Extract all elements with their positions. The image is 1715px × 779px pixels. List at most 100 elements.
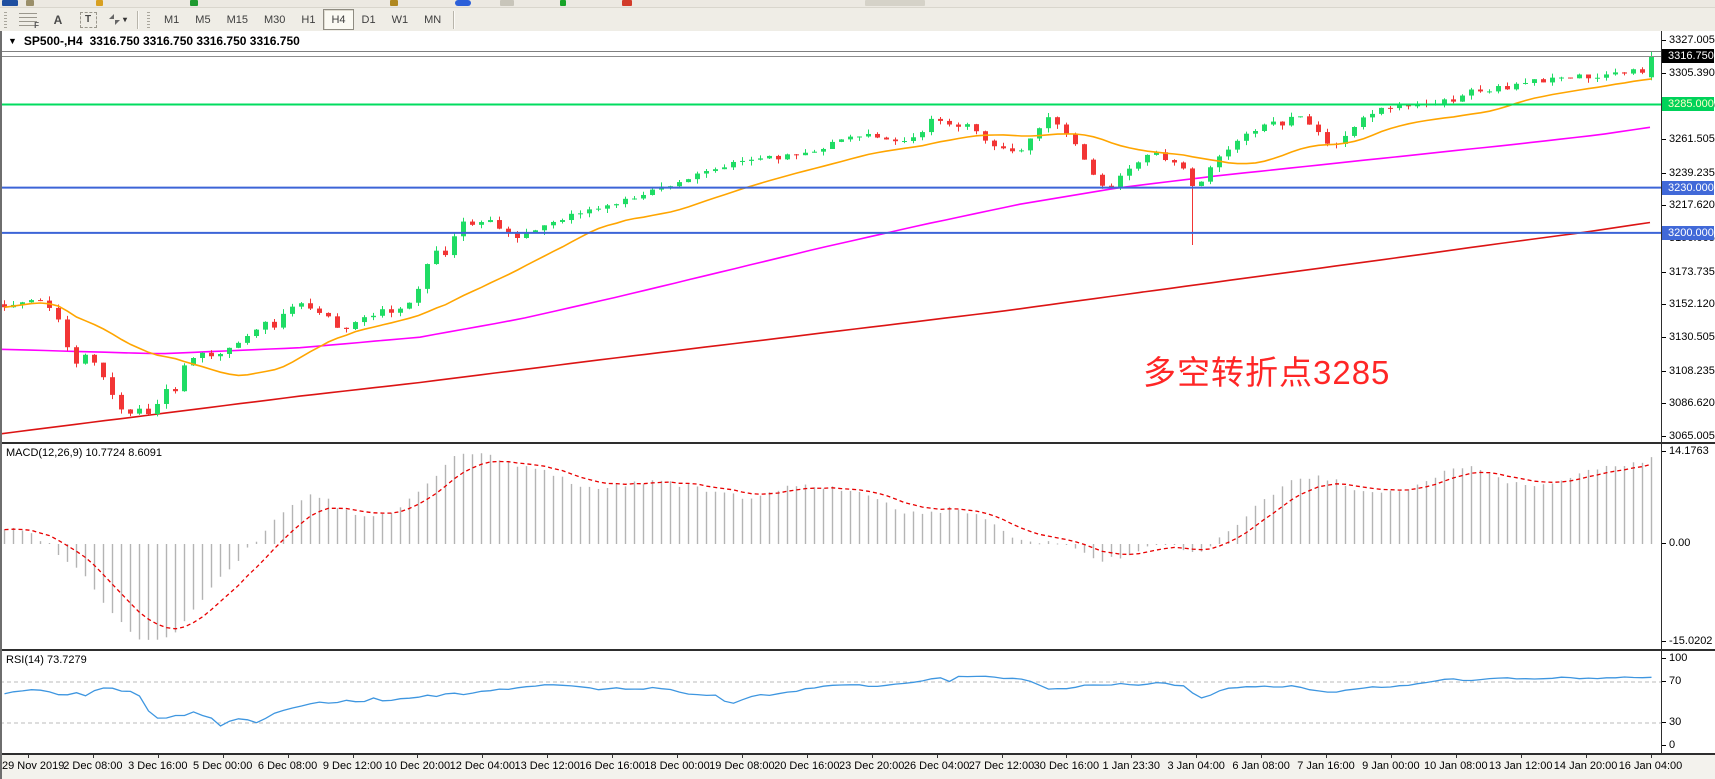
ma-medium-line xyxy=(0,126,1651,355)
price-axis-label: 3261.505 xyxy=(1669,132,1715,145)
price-axis-label: 3217.620 xyxy=(1669,199,1715,212)
time-axis-label: 5 Dec 00:00 xyxy=(193,760,253,772)
price-axis-label: 3065.005 xyxy=(1669,429,1715,442)
price-axis-label: 3305.390 xyxy=(1669,66,1715,79)
time-axis-label: 13 Jan 12:00 xyxy=(1488,760,1553,772)
rsi-axis-label: 30 xyxy=(1669,716,1682,728)
rsi-panel[interactable]: RSI(14) 73.7279 100 70 30 0 xyxy=(0,651,1715,755)
timeframe-button-H1[interactable]: H1 xyxy=(301,13,316,26)
price-axis-label: 3173.735 xyxy=(1669,265,1715,278)
price-axis-label: 3152.120 xyxy=(1669,298,1715,311)
ohlc-values: 3316.750 3316.750 3316.750 3316.750 xyxy=(89,34,300,48)
toolbar-fragment xyxy=(26,0,34,6)
toolbar-fragment xyxy=(390,0,398,6)
time-axis-label: 19 Dec 08:00 xyxy=(709,760,775,772)
toolbar-fragment xyxy=(500,0,514,6)
window-left-border xyxy=(0,31,2,779)
text-tool-button[interactable]: T xyxy=(74,9,102,30)
timeframe-button-M30[interactable]: M30 xyxy=(263,13,286,26)
rsi-axis: 100 70 30 0 xyxy=(1661,651,1715,753)
candles-layer xyxy=(2,51,1654,417)
toolbar-fragment xyxy=(190,0,198,6)
price-axis[interactable]: 3327.0053305.3903283.1203261.5053239.235… xyxy=(1661,31,1715,442)
symbol-dropdown-icon[interactable]: ▼ xyxy=(8,36,17,46)
timeframe-button-M5[interactable]: M5 xyxy=(195,13,211,26)
toolbar-fragment xyxy=(560,0,566,6)
ma-slow-line xyxy=(0,221,1651,435)
time-axis-label: 12 Dec 04:00 xyxy=(449,760,516,772)
time-axis-label: 27 Dec 12:00 xyxy=(968,760,1035,772)
toolbar-fragment xyxy=(865,0,925,6)
timeframe-button-M1[interactable]: M1 xyxy=(164,13,180,26)
macd-canvas[interactable] xyxy=(0,444,1661,649)
time-axis-label: 3 Dec 16:00 xyxy=(128,760,188,772)
chart-title-bar[interactable]: ▼ SP500-,H4 3316.750 3316.750 3316.750 3… xyxy=(2,31,1661,52)
toolbar-grip[interactable] xyxy=(146,11,153,28)
time-axis-label: 13 Dec 12:00 xyxy=(514,760,580,772)
price-axis-label: 3108.235 xyxy=(1669,364,1715,377)
time-axis-label: 10 Jan 08:00 xyxy=(1423,760,1488,772)
time-axis-label: 2 Dec 08:00 xyxy=(63,760,123,772)
time-axis-label: 26 Dec 04:00 xyxy=(903,760,970,772)
symbol-title: SP500-,H4 xyxy=(23,34,83,48)
time-axis-label: 6 Dec 08:00 xyxy=(257,760,318,772)
arrows-icon xyxy=(108,14,120,25)
text-t-icon: T xyxy=(79,11,97,28)
label-a-icon: A xyxy=(53,12,63,27)
macd-axis-label: 0.00 xyxy=(1669,537,1691,549)
rsi-canvas[interactable] xyxy=(0,651,1661,753)
timeframe-button-MN[interactable]: MN xyxy=(424,13,442,26)
toolbar-grip[interactable] xyxy=(3,11,10,28)
price-axis-label: 3086.620 xyxy=(1669,397,1715,410)
fibonacci-tool-button[interactable]: F xyxy=(14,9,42,30)
ma-fast-line xyxy=(4,78,1652,377)
time-axis-label: 9 Dec 12:00 xyxy=(322,760,383,772)
rsi-label: RSI(14) 73.7279 xyxy=(6,654,87,666)
toolbar-fragment xyxy=(96,0,103,6)
rsi-axis-label: 70 xyxy=(1669,675,1682,687)
price-chart-canvas[interactable] xyxy=(0,31,1661,442)
price-level-badge: 3230.000 xyxy=(1662,180,1714,195)
chart-window: ▼ SP500-,H4 3316.750 3316.750 3316.750 3… xyxy=(0,31,1715,779)
timeframe-button-D1[interactable]: D1 xyxy=(361,13,376,26)
time-axis[interactable]: 29 Nov 2019 2 Dec 08:00 3 Dec 16:00 5 Dec 0… xyxy=(0,755,1715,779)
chevron-down-icon: ▾ xyxy=(122,15,127,24)
price-level-badge: 3316.750 xyxy=(1662,49,1714,64)
rsi-axis-label: 0 xyxy=(1669,739,1676,751)
timeframe-button-H4[interactable]: H4 xyxy=(323,9,354,30)
arrows-tool-button[interactable]: ▾ xyxy=(104,9,132,30)
price-axis-label: 3239.235 xyxy=(1669,166,1715,179)
annotation-text: 多空转折点3285 xyxy=(1143,354,1391,391)
time-axis-label: 3 Jan 04:00 xyxy=(1167,760,1225,772)
toolbar-separator xyxy=(453,10,456,29)
time-axis-label: 6 Jan 08:00 xyxy=(1232,760,1290,772)
macd-label: MACD(12,26,9) 10.7724 8.6091 xyxy=(6,447,162,459)
time-axis-label: 10 Dec 20:00 xyxy=(384,760,451,772)
macd-panel[interactable]: MACD(12,26,9) 10.7724 8.6091 14.1763 0.00… xyxy=(0,444,1715,651)
fibonacci-icon: F xyxy=(19,13,39,30)
time-axis-label: 7 Jan 16:00 xyxy=(1297,760,1355,772)
time-axis-label: 30 Dec 16:00 xyxy=(1033,760,1100,772)
macd-axis-label: -15.0202 xyxy=(1669,634,1713,647)
toolbar: F A T ▾ M1 M5 M15 M30 H1 H4 D1 W1 MN xyxy=(0,8,1715,32)
rsi-line xyxy=(4,675,1652,727)
rsi-axis-label: 100 xyxy=(1669,652,1688,664)
time-axis-label: 23 Dec 20:00 xyxy=(838,760,905,772)
time-axis-label: 1 Jan 23:30 xyxy=(1102,760,1161,772)
toolbar-fragment xyxy=(455,0,471,6)
macd-axis: 14.1763 0.00 -15.0202 xyxy=(1661,444,1715,649)
time-axis-label: 16 Jan 04:00 xyxy=(1618,760,1683,772)
timeframe-button-W1[interactable]: W1 xyxy=(391,13,409,26)
time-axis-label: 20 Dec 16:00 xyxy=(774,760,840,772)
label-tool-button[interactable]: A xyxy=(44,9,72,30)
toolbar-separator xyxy=(137,10,139,29)
macd-signal-line xyxy=(4,460,1652,630)
toolbar-row-clipped xyxy=(0,0,1715,8)
timeframe-button-M15[interactable]: M15 xyxy=(226,13,248,26)
toolbar-fragment xyxy=(622,0,632,6)
main-chart-panel[interactable]: ▼ SP500-,H4 3316.750 3316.750 3316.750 3… xyxy=(0,31,1715,444)
toolbar-fragment xyxy=(2,0,18,6)
time-axis-label: 16 Dec 16:00 xyxy=(579,760,645,772)
time-axis-label: 18 Dec 00:00 xyxy=(644,760,710,772)
price-axis-label: 3130.505 xyxy=(1669,330,1715,343)
